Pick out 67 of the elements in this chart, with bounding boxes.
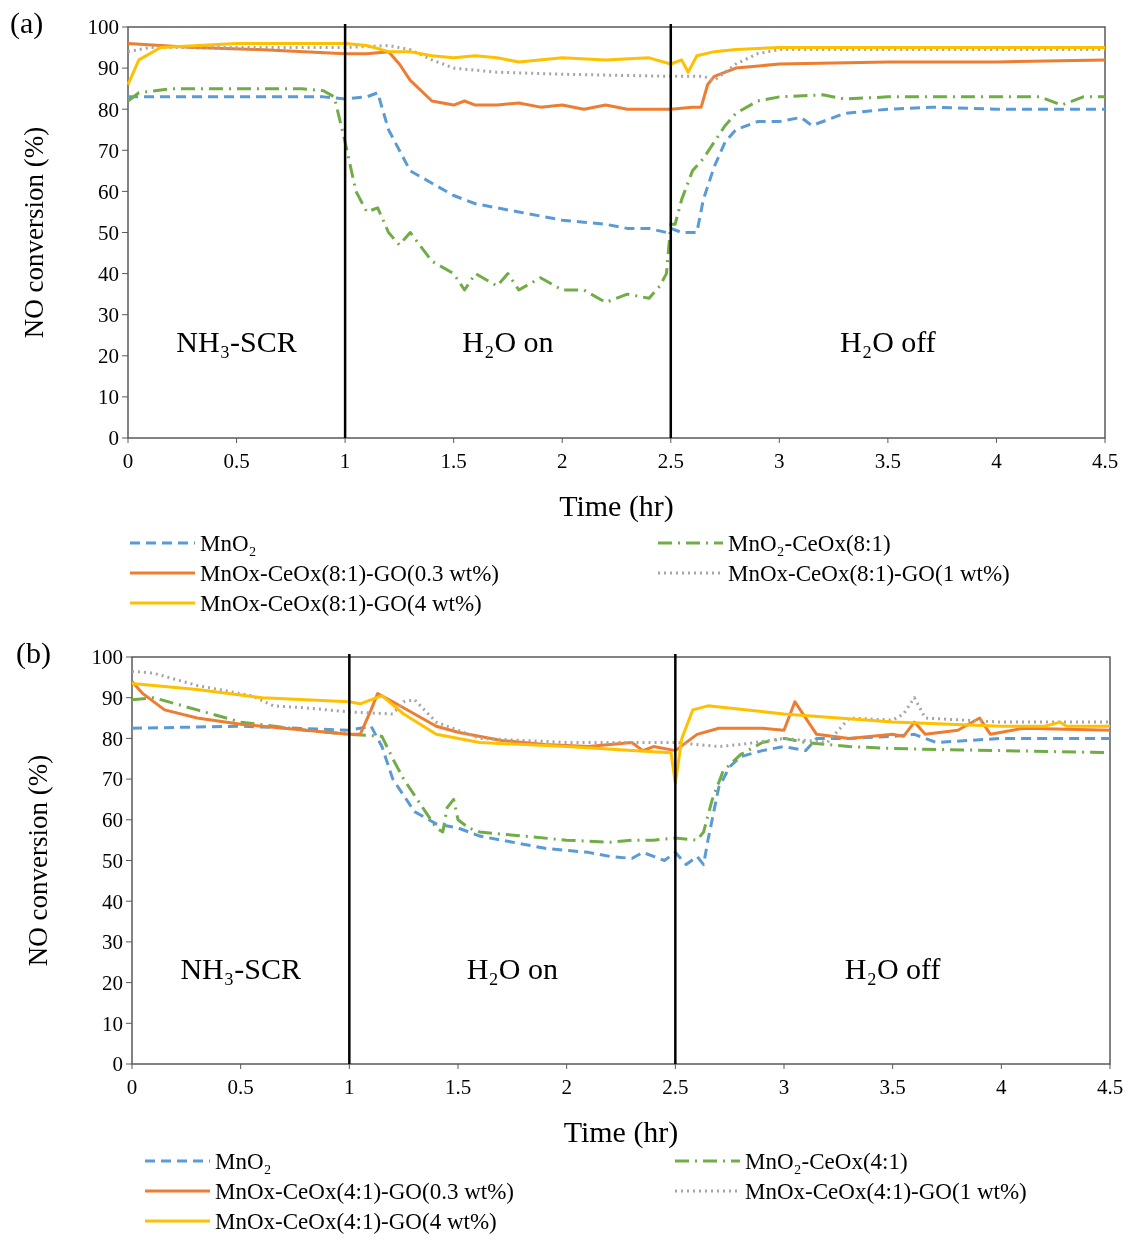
- legend-label: MnO₂: [215, 1149, 272, 1175]
- x-tick-label: 1: [344, 1075, 355, 1099]
- y-tick-label: 0: [112, 1052, 123, 1077]
- y-tick-label: 100: [91, 645, 123, 670]
- x-tick-label: 2.5: [662, 1075, 689, 1099]
- legend-label: MnOx-CeOx(8:1)-GO(1 wt%): [728, 561, 1010, 587]
- y-tick-label: 80: [98, 97, 119, 122]
- line-series: [126, 87, 1107, 304]
- x-axis-title: Time (hr): [559, 489, 674, 523]
- legend-label: MnO₂-CeOx(8:1): [728, 531, 891, 557]
- legend-label: MnOx-CeOx(8:1)-GO(4 wt%): [200, 591, 482, 617]
- y-tick-label: 70: [98, 138, 119, 163]
- x-tick-label: 4.5: [1091, 449, 1119, 473]
- y-tick-label: 90: [102, 686, 123, 711]
- x-tick-label: 4.5: [1096, 1075, 1124, 1099]
- x-tick-label: 3: [774, 449, 785, 473]
- y-tick-label: 10: [98, 385, 119, 410]
- y-tick-label: 50: [98, 220, 119, 245]
- x-tick-label: 3.5: [879, 1075, 906, 1099]
- y-tick-label: 90: [98, 56, 119, 81]
- x-tick-label: 3: [778, 1075, 790, 1099]
- x-tick-label: 0: [126, 1075, 138, 1099]
- legend-label: MnO₂: [200, 531, 257, 557]
- line-series: [130, 724, 1112, 867]
- annotation: H₂O off: [840, 324, 936, 358]
- y-tick-label: 50: [102, 848, 123, 873]
- line-series: [126, 91, 1107, 234]
- y-axis-title: NO conversion (%): [19, 126, 49, 339]
- x-axis-title: Time (hr): [563, 1115, 679, 1149]
- annotation: H₂O off: [844, 951, 941, 985]
- annotation: H₂O on: [466, 951, 558, 985]
- y-axis-title: NO conversion (%): [23, 754, 53, 967]
- y-tick-label: 100: [87, 15, 119, 40]
- x-tick-label: 2: [561, 1075, 572, 1099]
- y-tick-label: 40: [102, 889, 123, 914]
- chart-title: (a): [10, 6, 44, 40]
- x-tick-label: 0.5: [227, 1075, 254, 1099]
- chart-title: (b): [16, 636, 51, 670]
- x-tick-label: 2.5: [657, 449, 684, 473]
- annotation: H₂O on: [462, 324, 554, 358]
- x-tick-label: 0.5: [223, 449, 250, 473]
- annotation: NH₃-SCR: [180, 951, 301, 985]
- y-tick-label: 80: [102, 726, 123, 751]
- y-tick-label: 30: [98, 303, 119, 328]
- legend-label: MnOx-CeOx(4:1)-GO(0.3 wt%): [215, 1179, 514, 1205]
- x-tick-label: 1.5: [440, 449, 467, 473]
- y-tick-label: 60: [102, 808, 123, 833]
- y-tick-label: 0: [108, 426, 119, 451]
- x-tick-label: 3.5: [874, 449, 902, 473]
- y-tick-label: 30: [102, 930, 123, 955]
- x-tick-label: 1.5: [444, 1075, 472, 1099]
- y-tick-label: 20: [98, 344, 119, 369]
- y-tick-label: 20: [102, 970, 123, 995]
- y-tick-label: 60: [98, 179, 119, 204]
- x-tick-label: 4: [991, 449, 1003, 473]
- y-tick-label: 40: [98, 261, 119, 286]
- legend-label: MnOx-CeOx(8:1)-GO(0.3 wt%): [200, 561, 499, 587]
- annotation: NH₃-SCR: [176, 324, 297, 358]
- legend-label: MnOx-CeOx(4:1)-GO(4 wt%): [215, 1209, 497, 1235]
- x-tick-label: 2: [556, 449, 568, 473]
- line-series: [126, 41, 1107, 111]
- x-tick-label: 1: [339, 449, 351, 473]
- legend-label: MnOx-CeOx(4:1)-GO(1 wt%): [745, 1179, 1027, 1205]
- legend-label: MnO₂-CeOx(4:1): [745, 1149, 908, 1175]
- y-tick-label: 10: [102, 1011, 123, 1036]
- y-tick-label: 70: [102, 767, 123, 792]
- x-tick-label: 4: [996, 1075, 1008, 1099]
